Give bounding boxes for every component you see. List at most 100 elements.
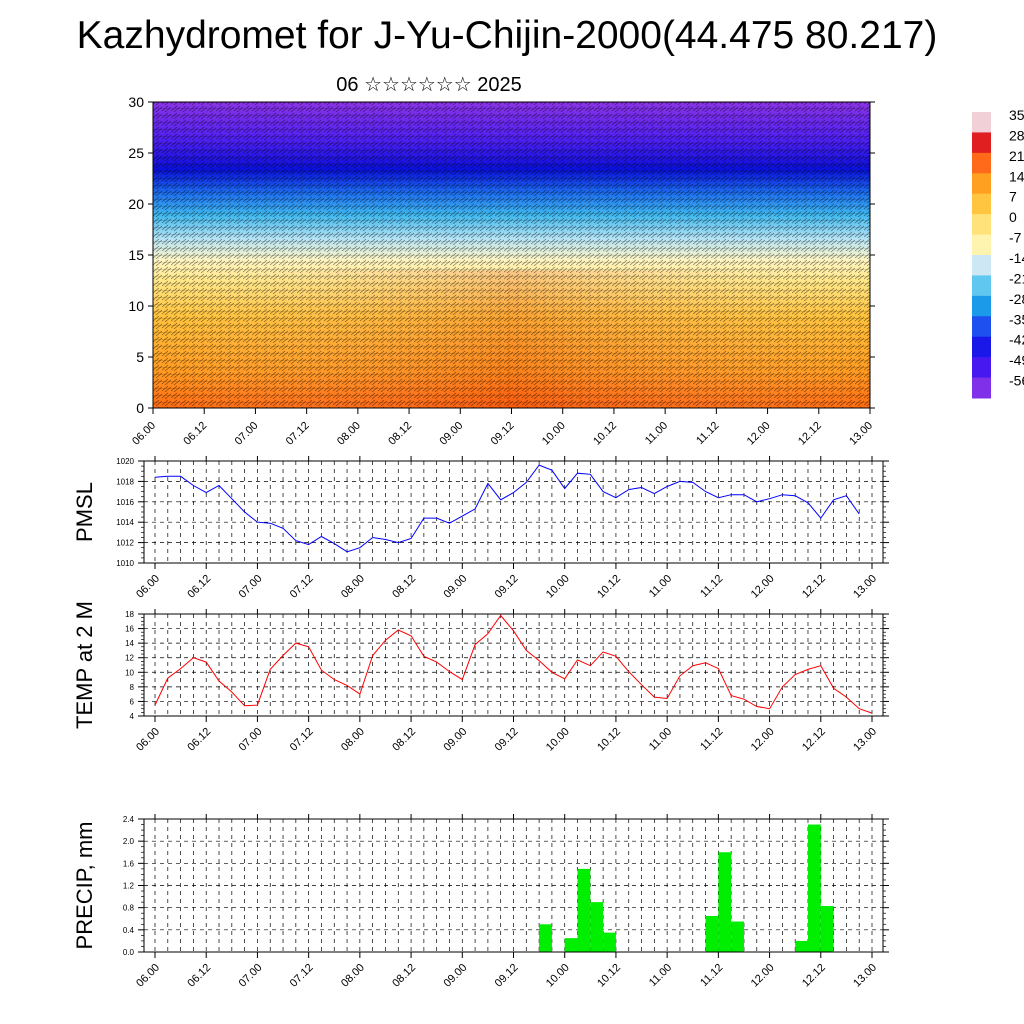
colorbar-swatch bbox=[972, 255, 991, 276]
heat-xtick-label: 09.00 bbox=[437, 420, 465, 448]
temp-xtick-label: 06.00 bbox=[134, 726, 162, 754]
wind-barbs bbox=[153, 102, 870, 408]
precip-ytick-label: 1.2 bbox=[123, 882, 135, 891]
heat-xtick-label: 08.00 bbox=[335, 420, 363, 448]
heat-xtick-label: 07.00 bbox=[233, 420, 261, 448]
colorbar-swatch bbox=[972, 152, 991, 174]
colorbar-swatch bbox=[972, 295, 991, 317]
temp-xtick-label: 12.12 bbox=[800, 726, 828, 754]
temp-xtick-label: 10.00 bbox=[544, 726, 572, 754]
colorbar-swatch bbox=[972, 234, 991, 256]
heat-xtick-label: 10.12 bbox=[591, 420, 619, 448]
temp-xtick-label: 12.00 bbox=[749, 726, 777, 754]
heat-ytick-label: 20 bbox=[128, 196, 144, 212]
pmsl-panel: 1010 1012 1014 1016 1018 1020 06.00 06.12 07.00 0… bbox=[72, 456, 889, 601]
colorbar-label: -7 bbox=[1009, 230, 1022, 246]
colorbar-label: 7 bbox=[1009, 189, 1017, 205]
pmsl-xtick-label: 09.00 bbox=[441, 573, 469, 601]
heat-xtick-label: 10.00 bbox=[540, 420, 568, 448]
colorbar-swatch bbox=[972, 377, 991, 399]
temp-xtick-label: 11.00 bbox=[647, 726, 674, 753]
temp-xtick-label: 09.12 bbox=[493, 726, 521, 754]
precip-ytick-label: 2.4 bbox=[123, 815, 135, 824]
heat-xtick-label: 11.12 bbox=[694, 420, 721, 447]
precip-panel: 0.0 0.4 0.8 1.2 1.6 2.0 2.4 06.00 06.12 07.00 07.1… bbox=[72, 814, 889, 990]
temp-ytick-label: 18 bbox=[125, 610, 134, 619]
precip-xtick-label: 06.12 bbox=[185, 962, 213, 990]
pmsl-xtick-label: 09.12 bbox=[493, 573, 521, 601]
pmsl-xtick-label: 08.00 bbox=[339, 573, 367, 601]
temp-xtick-label: 08.00 bbox=[339, 726, 367, 754]
pmsl-ytick-label: 1020 bbox=[116, 457, 134, 466]
precip-bar bbox=[795, 940, 808, 952]
precip-bar bbox=[718, 852, 732, 952]
precip-ytick-label: 0.8 bbox=[123, 904, 135, 913]
temp-ytick-label: 12 bbox=[125, 654, 134, 663]
pmsl-ytick-label: 1018 bbox=[116, 477, 134, 486]
precip-bar bbox=[603, 932, 616, 952]
temp-xtick-label: 10.12 bbox=[595, 726, 623, 754]
heat-ytick-label: 5 bbox=[136, 349, 144, 365]
precip-bar bbox=[539, 924, 552, 952]
colorbar-label: -21 bbox=[1009, 270, 1024, 286]
temp-ytick-label: 4 bbox=[130, 712, 135, 721]
temp-xtick-label: 11.12 bbox=[698, 726, 725, 753]
heat-xtick-label: 13.00 bbox=[847, 420, 875, 448]
pmsl-ytick-label: 1012 bbox=[116, 539, 134, 548]
pmsl-ytick-label: 1010 bbox=[116, 559, 134, 568]
precip-bar bbox=[590, 902, 604, 952]
pmsl-xtick-label: 11.12 bbox=[698, 573, 725, 600]
precip-ylabel: PRECIP, mm bbox=[72, 822, 97, 950]
chart-title: Kazhydromet for J-Yu-Chijin-2000(44.475 … bbox=[76, 14, 938, 57]
pmsl-ytick-label: 1014 bbox=[116, 518, 134, 527]
colorbar-label: -28 bbox=[1009, 291, 1024, 307]
precip-xtick-label: 08.00 bbox=[339, 962, 367, 990]
heat-xtick-label: 09.12 bbox=[489, 420, 517, 448]
heat-ytick-label: 10 bbox=[128, 298, 144, 314]
precip-ytick-label: 1.6 bbox=[123, 859, 135, 868]
colorbar-swatch bbox=[972, 132, 991, 154]
colorbar-swatch bbox=[972, 357, 991, 379]
colorbar-swatch bbox=[972, 112, 991, 133]
colorbar-swatch bbox=[972, 316, 991, 338]
colorbar-label: -56 bbox=[1009, 373, 1024, 389]
temp-frame bbox=[143, 613, 884, 717]
temp-ytick-label: 16 bbox=[125, 625, 134, 634]
chart-subtitle: 06 ☆☆☆☆☆☆ 2025 bbox=[336, 74, 522, 96]
pmsl-ytick-label: 1016 bbox=[116, 498, 134, 507]
temp-xtick-label: 09.00 bbox=[441, 726, 469, 754]
precip-bar bbox=[807, 824, 821, 952]
precip-xtick-label: 12.12 bbox=[800, 962, 828, 990]
precip-ytick-label: 0.0 bbox=[123, 948, 135, 957]
heat-ytick-label: 30 bbox=[128, 94, 144, 110]
temp-ytick-label: 6 bbox=[130, 697, 135, 706]
precip-bar bbox=[577, 868, 591, 952]
heat-xtick-label: 07.12 bbox=[284, 420, 312, 448]
precip-bar bbox=[731, 921, 744, 952]
heat-xtick-label: 06.12 bbox=[181, 420, 209, 448]
precip-xtick-label: 11.12 bbox=[698, 962, 725, 989]
pmsl-xtick-label: 07.12 bbox=[288, 573, 316, 601]
temperature-cross-section-panel: 0 5 10 15 20 25 30 06.00 06.12 07.00 07.12 08.00 08.… bbox=[128, 94, 875, 448]
temp-xtick-label: 07.12 bbox=[288, 726, 316, 754]
precip-bar bbox=[564, 938, 578, 952]
heat-xtick-label: 08.12 bbox=[386, 420, 414, 448]
colorbar-label: 14 bbox=[1009, 168, 1024, 184]
precip-xtick-label: 06.00 bbox=[134, 962, 162, 990]
pmsl-xtick-label: 07.00 bbox=[237, 573, 265, 601]
pmsl-xtick-label: 11.00 bbox=[647, 573, 674, 600]
colorbar-swatch bbox=[972, 275, 991, 297]
colorbar-label: -49 bbox=[1009, 352, 1024, 368]
colorbar-label: 21 bbox=[1009, 148, 1024, 164]
temp-ytick-label: 14 bbox=[125, 639, 134, 648]
precip-xtick-label: 10.00 bbox=[544, 962, 572, 990]
colorbar-label: 35 bbox=[1009, 107, 1024, 123]
temp-series-line bbox=[154, 614, 873, 714]
precip-xtick-label: 09.12 bbox=[493, 962, 521, 990]
precip-xtick-label: 10.12 bbox=[595, 962, 623, 990]
colorbar: 35 28 21 14 7 0 -7 -14 -21 -28 -35 -42 -49 -56 bbox=[972, 107, 1024, 399]
precip-bar bbox=[705, 915, 719, 952]
pmsl-xtick-label: 13.00 bbox=[851, 573, 879, 601]
colorbar-label: -14 bbox=[1009, 250, 1024, 266]
pmsl-xtick-label: 10.12 bbox=[595, 573, 623, 601]
